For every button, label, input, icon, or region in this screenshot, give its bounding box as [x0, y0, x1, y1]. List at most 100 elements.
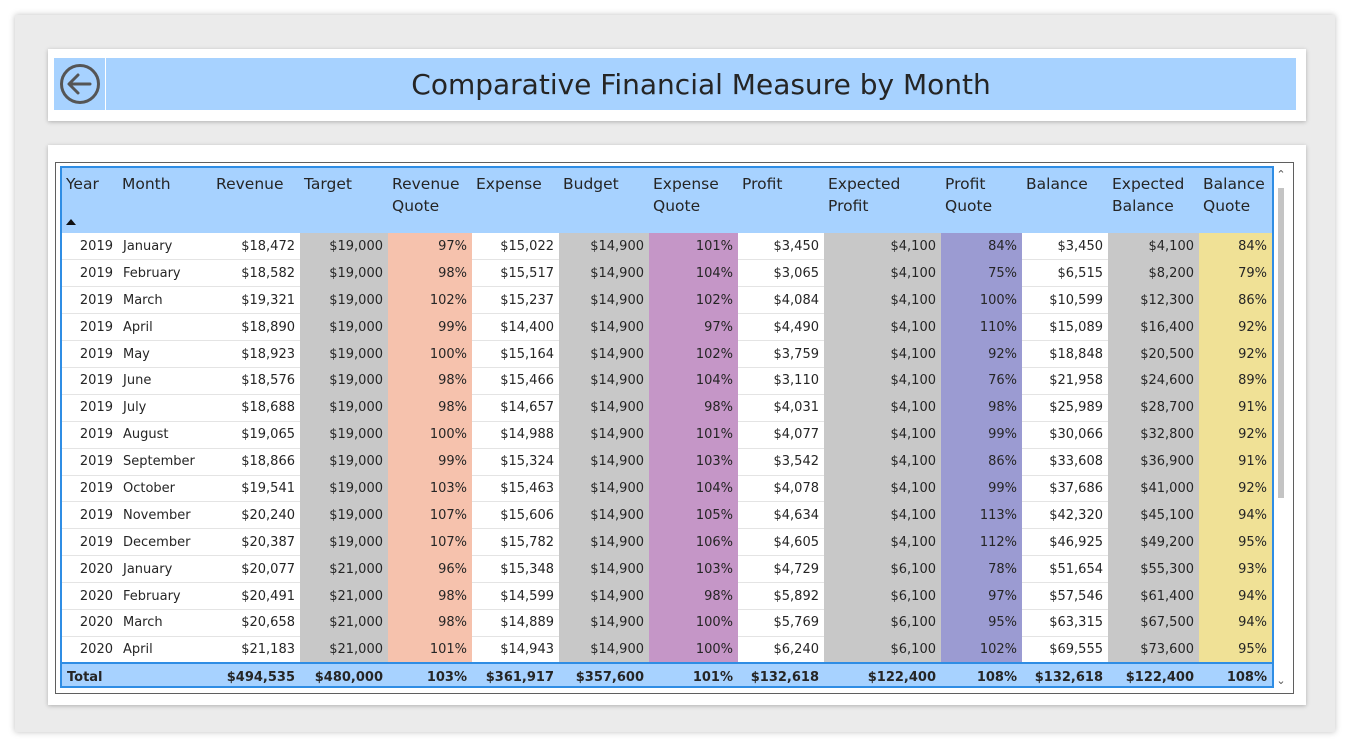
column-header-label: Month — [122, 175, 171, 193]
cell-target: $19,000 — [300, 501, 388, 530]
cell-expected-profit: $6,100 — [824, 609, 941, 637]
table-body: 2019 January $18,472 $19,000 97% $15,022 $14,9… — [62, 233, 1272, 664]
cell-expense: $14,988 — [472, 421, 559, 449]
column-header-label: Revenue — [216, 175, 284, 193]
vertical-scrollbar[interactable]: ⌃ ⌄ — [1275, 166, 1287, 688]
cell-revenue: $19,541 — [212, 475, 300, 503]
table-row[interactable]: 2020 January $20,077 $21,000 96% $15,348 $14,9… — [62, 555, 1272, 584]
chevron-down-icon[interactable]: ⌄ — [1276, 674, 1286, 687]
cell-profit-quote: 102% — [941, 636, 1022, 664]
column-header-revenue[interactable]: Revenue — [212, 168, 300, 233]
table-row[interactable]: 2019 August $19,065 $19,000 100% $14,988 $14,9… — [62, 421, 1272, 449]
cell-expected-balance: $55,300 — [1108, 555, 1199, 584]
table-header-row: Year Month Revenue Target Revenue Quote Expen… — [62, 168, 1272, 233]
cell-target: $21,000 — [300, 582, 388, 610]
cell-expense: $15,466 — [472, 367, 559, 395]
report-canvas: Comparative Financial Measure by Month Y… — [15, 15, 1335, 732]
column-header-revenue-quote[interactable]: Revenue Quote — [388, 168, 472, 233]
cell-year: 2020 — [62, 555, 118, 584]
cell-balance-quote: 92% — [1199, 421, 1272, 449]
table-row[interactable]: 2019 November $20,240 $19,000 107% $15,606 $14… — [62, 501, 1272, 530]
cell-month: May — [118, 340, 212, 368]
cell-expected-profit: $6,100 — [824, 636, 941, 664]
cell-budget: $14,900 — [559, 313, 649, 342]
column-header-label: Budget — [563, 175, 619, 193]
cell-profit: $4,729 — [738, 555, 824, 584]
back-button[interactable] — [54, 58, 106, 110]
cell-revenue: $18,582 — [212, 259, 300, 288]
cell-expected-balance: $41,000 — [1108, 475, 1199, 503]
column-header-expense[interactable]: Expense — [472, 168, 559, 233]
column-header-month[interactable]: Month — [118, 168, 212, 233]
cell-revenue-quote: 99% — [388, 313, 472, 342]
cell-revenue: $19,321 — [212, 286, 300, 315]
cell-target: $21,000 — [300, 555, 388, 584]
cell-revenue: $20,077 — [212, 555, 300, 584]
cell-revenue-quote: 98% — [388, 367, 472, 395]
cell-profit-quote: 113% — [941, 501, 1022, 530]
cell-revenue-quote: 103% — [388, 475, 472, 503]
column-header-label: Expense Quote — [653, 175, 719, 215]
column-header-profit-quote[interactable]: Profit Quote — [941, 168, 1022, 233]
cell-revenue: $18,923 — [212, 340, 300, 368]
table-row[interactable]: 2019 July $18,688 $19,000 98% $14,657 $14,900 9… — [62, 394, 1272, 422]
cell-profit: $3,542 — [738, 448, 824, 476]
table-row[interactable]: 2019 October $19,541 $19,000 103% $15,463 $14,… — [62, 475, 1272, 503]
table-row[interactable]: 2019 May $18,923 $19,000 100% $15,164 $14,900 1… — [62, 340, 1272, 368]
cell-target: $21,000 — [300, 609, 388, 637]
column-header-balance[interactable]: Balance — [1022, 168, 1108, 233]
cell-expense-quote: 100% — [649, 636, 738, 664]
cell-balance: $42,320 — [1022, 501, 1108, 530]
scroll-thumb[interactable] — [1278, 188, 1284, 498]
cell-expected-balance: $49,200 — [1108, 528, 1199, 557]
table-row[interactable]: 2020 April $21,183 $21,000 101% $14,943 $14,90… — [62, 636, 1272, 664]
table-row[interactable]: 2019 January $18,472 $19,000 97% $15,022 $14,9… — [62, 233, 1272, 261]
column-header-balance-quote[interactable]: Balance Quote — [1199, 168, 1272, 233]
table-row[interactable]: 2019 April $18,890 $19,000 99% $14,400 $14,900… — [62, 313, 1272, 342]
cell-balance-quote: 95% — [1199, 528, 1272, 557]
cell-profit: $4,605 — [738, 528, 824, 557]
table-total-row: Total $494,535 $480,000 103% $361,917 $357,60… — [62, 662, 1272, 686]
cell-budget: $14,900 — [559, 528, 649, 557]
cell-revenue: $18,890 — [212, 313, 300, 342]
cell-budget: $14,900 — [559, 636, 649, 664]
column-header-year[interactable]: Year — [62, 168, 118, 233]
column-header-label: Balance Quote — [1203, 175, 1265, 215]
cell-expected-balance: $8,200 — [1108, 259, 1199, 288]
column-header-expected-profit[interactable]: Expected Profit — [824, 168, 941, 233]
cell-revenue-quote: 107% — [388, 501, 472, 530]
sort-ascending-icon[interactable] — [66, 219, 76, 225]
column-header-budget[interactable]: Budget — [559, 168, 649, 233]
cell-month: January — [118, 555, 212, 584]
title-bar: Comparative Financial Measure by Month — [54, 58, 1296, 110]
cell-revenue-quote: 107% — [388, 528, 472, 557]
column-header-expense-quote[interactable]: Expense Quote — [649, 168, 738, 233]
table-row[interactable]: 2019 December $20,387 $19,000 107% $15,782 $14… — [62, 528, 1272, 557]
cell-profit-quote: 84% — [941, 233, 1022, 261]
table-row[interactable]: 2019 March $19,321 $19,000 102% $15,237 $14,90… — [62, 286, 1272, 315]
cell-expense-quote: 98% — [649, 394, 738, 422]
cell-expense-quote: 103% — [649, 448, 738, 476]
cell-expense-quote: 101% — [649, 421, 738, 449]
table-row[interactable]: 2019 February $18,582 $19,000 98% $15,517 $14,… — [62, 259, 1272, 288]
column-header-expected-balance[interactable]: Expected Balance — [1108, 168, 1199, 233]
column-header-target[interactable]: Target — [300, 168, 388, 233]
matrix-table-container[interactable]: Year Month Revenue Target Revenue Quote Expen… — [60, 166, 1274, 688]
table-row[interactable]: 2019 June $18,576 $19,000 98% $15,466 $14,900 1… — [62, 367, 1272, 395]
cell-profit-quote: 98% — [941, 394, 1022, 422]
chevron-up-icon[interactable]: ⌃ — [1276, 168, 1286, 181]
cell-budget: $14,900 — [559, 233, 649, 261]
financial-table: Year Month Revenue Target Revenue Quote Expen… — [62, 168, 1272, 686]
table-row[interactable]: 2019 September $18,866 $19,000 99% $15,324 $14… — [62, 448, 1272, 476]
table-row[interactable]: 2020 March $20,658 $21,000 98% $14,889 $14,900… — [62, 609, 1272, 637]
cell-balance-quote: 84% — [1199, 233, 1272, 261]
cell-month: November — [118, 501, 212, 530]
cell-target: $19,000 — [300, 286, 388, 315]
cell-budget: $14,900 — [559, 501, 649, 530]
cell-expense-quote: 103% — [649, 555, 738, 584]
column-header-profit[interactable]: Profit — [738, 168, 824, 233]
cell-revenue-quote: 98% — [388, 394, 472, 422]
cell-month: December — [118, 528, 212, 557]
table-row[interactable]: 2020 February $20,491 $21,000 98% $14,599 $14,… — [62, 582, 1272, 610]
cell-expense-quote: 105% — [649, 501, 738, 530]
